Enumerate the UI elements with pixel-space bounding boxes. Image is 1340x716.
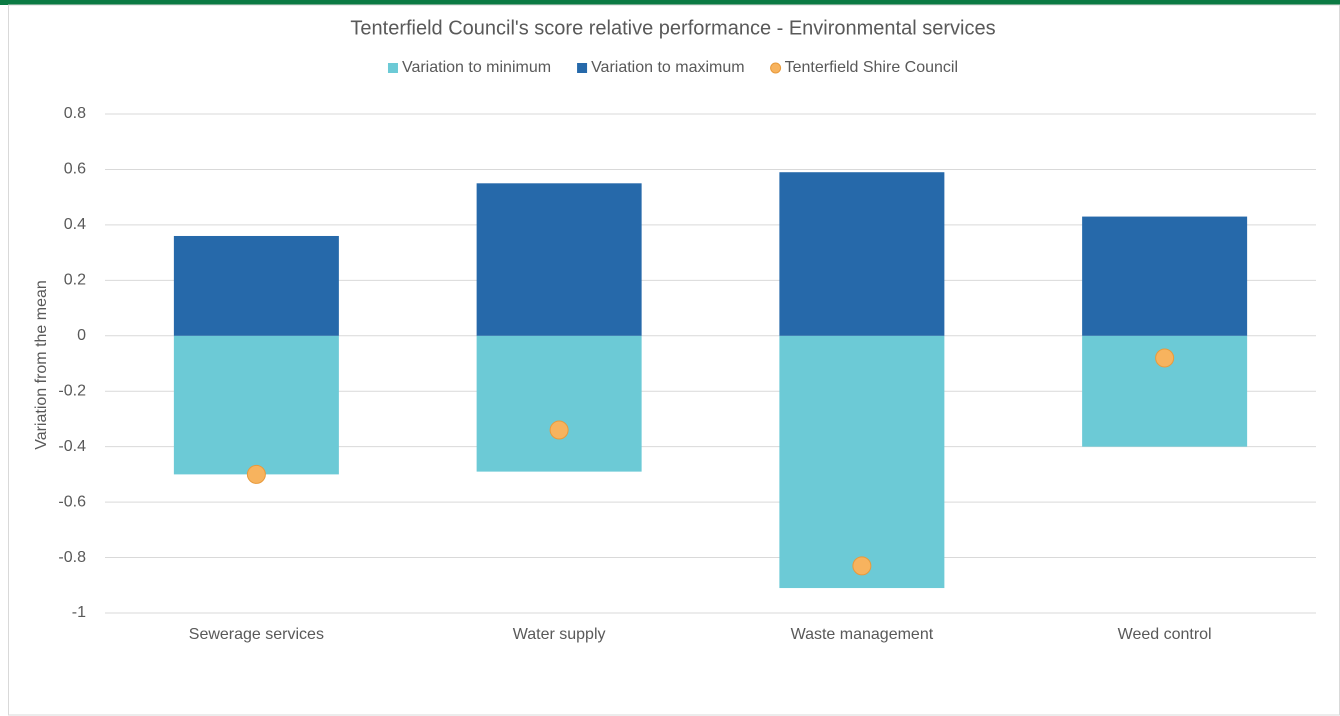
data-point	[852, 556, 872, 576]
top-bar	[0, 0, 1340, 5]
y-tick-label: -0.4	[58, 438, 86, 455]
bar	[173, 235, 339, 336]
y-tick-label: -0.6	[58, 493, 86, 510]
data-point	[1155, 348, 1175, 368]
data-point	[549, 420, 569, 440]
chart-title: Tenterfield Council's score relative per…	[350, 17, 995, 39]
y-tick-label: 0.8	[64, 105, 86, 122]
y-tick-label: 0	[77, 327, 86, 344]
data-point	[246, 464, 266, 484]
bar	[1082, 216, 1248, 336]
legend-marker	[387, 63, 398, 73]
x-tick-label: Weed control	[1118, 626, 1212, 643]
y-tick-label: 0.4	[64, 216, 86, 233]
legend-label: Variation to maximum	[591, 59, 745, 76]
bar	[173, 335, 339, 475]
y-tick-label: -1	[72, 604, 86, 621]
legend-marker	[577, 63, 588, 73]
bar	[779, 335, 945, 589]
bar	[779, 172, 945, 336]
y-tick-label: 0.2	[64, 272, 86, 289]
y-tick-label: -0.2	[58, 382, 86, 399]
y-tick-label: 0.6	[64, 161, 86, 178]
legend-label: Tenterfield Shire Council	[785, 59, 958, 76]
x-tick-label: Sewerage services	[189, 626, 324, 643]
y-tick-label: -0.8	[58, 549, 86, 566]
legend-marker	[770, 62, 782, 74]
bar	[476, 335, 642, 472]
x-tick-label: Waste management	[791, 626, 934, 643]
y-axis-label: Variation from the mean	[33, 280, 50, 450]
legend-label: Variation to minimum	[402, 59, 551, 76]
x-tick-label: Water supply	[513, 626, 606, 643]
bar	[476, 183, 642, 336]
